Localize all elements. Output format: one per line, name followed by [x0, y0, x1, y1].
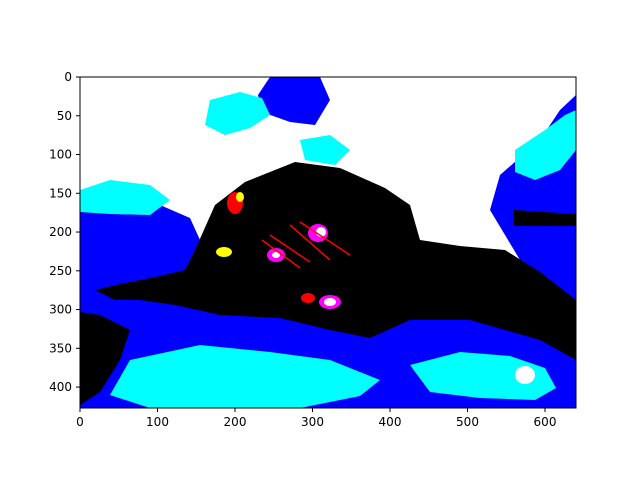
- y-tick-label: 150: [49, 186, 72, 200]
- image-content: [80, 77, 576, 408]
- x-tick-label: 400: [379, 415, 402, 429]
- image-highlight-yellow-eye: [216, 247, 232, 257]
- y-axis: 0 50 100 150 200 250 300 350 400: [49, 70, 80, 394]
- image-region-cyan-mid: [300, 135, 350, 165]
- y-tick-label: 400: [49, 380, 72, 394]
- x-tick-label: 200: [224, 415, 247, 429]
- image-highlight-white-swirl: [515, 366, 535, 384]
- image-region-cyan-top: [205, 92, 270, 135]
- x-tick-label: 100: [146, 415, 169, 429]
- y-tick-label: 0: [64, 70, 72, 84]
- x-tick-label: 0: [76, 415, 84, 429]
- image-region-cyan-left: [80, 180, 170, 215]
- y-tick-label: 250: [49, 264, 72, 278]
- image-region-cyan-right: [515, 110, 576, 180]
- image-highlight-red-whiskers: [261, 221, 351, 269]
- image-highlight-yellow-ear: [236, 192, 244, 202]
- image-highlight-red-nose: [301, 293, 315, 303]
- axes-frame: [79, 76, 577, 409]
- image-region-black-left: [80, 312, 130, 405]
- image-region-blue-top: [258, 77, 330, 125]
- y-tick-label: 100: [49, 148, 72, 162]
- image-region-cyan-bottom: [110, 345, 380, 408]
- x-tick-label: 600: [534, 415, 557, 429]
- image-region-black-right: [514, 210, 576, 226]
- image-region-black-cat: [95, 162, 576, 360]
- image-region-cyan-bottomright: [410, 352, 556, 400]
- image-highlight-white-cheek: [272, 252, 280, 258]
- y-tick-label: 300: [49, 303, 72, 317]
- y-tick-label: 50: [57, 109, 72, 123]
- y-tick-label: 200: [49, 225, 72, 239]
- x-tick-label: 500: [456, 415, 479, 429]
- image-highlight-white-paw: [324, 298, 336, 306]
- x-axis: 0 100 200 300 400 500 600: [76, 408, 556, 429]
- x-tick-label: 300: [301, 415, 324, 429]
- y-tick-label: 350: [49, 341, 72, 355]
